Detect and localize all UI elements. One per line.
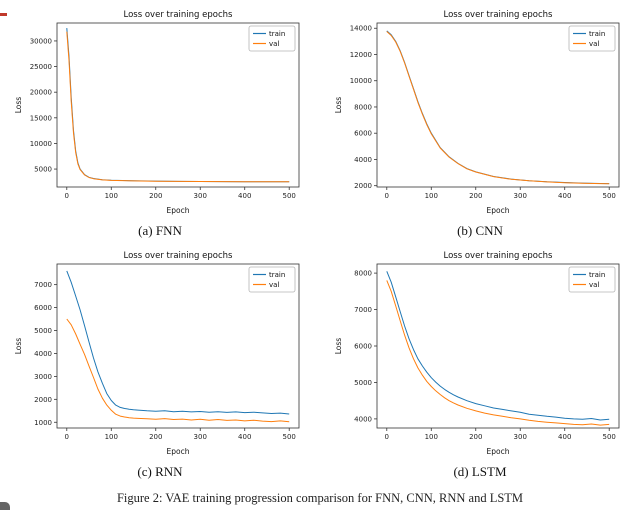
svg-text:Loss: Loss — [334, 97, 343, 114]
svg-text:7000: 7000 — [354, 306, 372, 314]
figure-caption: Figure 2: VAE training progression compa… — [116, 491, 524, 505]
svg-text:Loss over training epochs: Loss over training epochs — [124, 251, 234, 261]
svg-text:6000: 6000 — [34, 304, 52, 312]
svg-text:Loss over training epochs: Loss over training epochs — [444, 10, 554, 20]
loss-chart-svg-fnn: 0 100 200 300 400 500 5000 10000 15000 20000 25000… — [14, 10, 300, 215]
loss-chart-svg-cnn: 0 100 200 300 400 500 2000 4000 6000 8000 10000 120… — [334, 10, 620, 215]
svg-text:500: 500 — [283, 433, 296, 441]
svg-text:train: train — [589, 30, 605, 38]
subcaption-c: (c) RNN — [137, 464, 183, 479]
svg-text:0: 0 — [385, 433, 389, 441]
svg-text:val: val — [589, 40, 599, 48]
svg-text:200: 200 — [469, 433, 482, 441]
svg-text:train: train — [269, 271, 285, 279]
svg-text:5000: 5000 — [34, 327, 52, 335]
svg-text:Epoch: Epoch — [487, 206, 510, 215]
subcaption-a: (a) FNN — [138, 223, 182, 238]
svg-text:1000: 1000 — [34, 419, 52, 427]
svg-text:500: 500 — [603, 192, 616, 200]
svg-text:400: 400 — [558, 192, 571, 200]
svg-text:val: val — [269, 40, 279, 48]
svg-text:8000: 8000 — [354, 270, 372, 278]
subplot-cnn: 0 100 200 300 400 500 2000 4000 6000 8000 10000 120… — [320, 5, 640, 246]
svg-text:2000: 2000 — [354, 182, 372, 190]
svg-text:200: 200 — [149, 433, 162, 441]
svg-text:Epoch: Epoch — [487, 447, 510, 456]
svg-text:400: 400 — [238, 433, 251, 441]
loss-chart-fnn: 0 100 200 300 400 500 5000 10000 15000 20000 25000… — [11, 5, 309, 217]
svg-text:4000: 4000 — [354, 415, 372, 423]
svg-text:0: 0 — [65, 433, 69, 441]
svg-text:400: 400 — [238, 192, 251, 200]
svg-text:4000: 4000 — [34, 350, 52, 358]
svg-text:100: 100 — [105, 192, 118, 200]
svg-text:Loss: Loss — [334, 338, 343, 355]
svg-text:Epoch: Epoch — [167, 206, 190, 215]
svg-text:Loss: Loss — [14, 338, 23, 355]
svg-text:100: 100 — [425, 433, 438, 441]
svg-text:5000: 5000 — [34, 166, 52, 174]
svg-text:100: 100 — [425, 192, 438, 200]
subplot-fnn: 0 100 200 300 400 500 5000 10000 15000 20000 25000… — [0, 5, 320, 246]
svg-text:5000: 5000 — [354, 379, 372, 387]
svg-text:12000: 12000 — [350, 51, 372, 59]
svg-text:15000: 15000 — [30, 114, 52, 122]
svg-text:300: 300 — [194, 433, 207, 441]
subplot-lstm: 0 100 200 300 400 500 4000 5000 6000 7000 8000 Loss… — [320, 246, 640, 487]
svg-text:train: train — [589, 271, 605, 279]
svg-text:300: 300 — [514, 433, 527, 441]
svg-text:10000: 10000 — [30, 140, 52, 148]
svg-text:10000: 10000 — [350, 77, 372, 85]
loss-chart-svg-rnn: 0 100 200 300 400 500 1000 2000 3000 4000 5000 6000… — [14, 251, 300, 456]
margin-artifact-mark — [0, 13, 7, 16]
svg-text:val: val — [269, 281, 279, 289]
svg-text:30000: 30000 — [30, 37, 52, 45]
svg-text:7000: 7000 — [34, 281, 52, 289]
svg-text:Loss over training epochs: Loss over training epochs — [124, 10, 234, 20]
subcaption-b: (b) CNN — [457, 223, 503, 238]
svg-text:20000: 20000 — [30, 89, 52, 97]
svg-text:6000: 6000 — [354, 130, 372, 138]
svg-text:300: 300 — [194, 192, 207, 200]
loss-chart-cnn: 0 100 200 300 400 500 2000 4000 6000 8000 10000 120… — [331, 5, 629, 217]
svg-text:0: 0 — [385, 192, 389, 200]
svg-text:8000: 8000 — [354, 103, 372, 111]
loss-chart-rnn: 0 100 200 300 400 500 1000 2000 3000 4000 5000 6000… — [11, 246, 309, 458]
svg-text:400: 400 — [558, 433, 571, 441]
svg-text:6000: 6000 — [354, 343, 372, 351]
svg-text:200: 200 — [469, 192, 482, 200]
svg-text:14000: 14000 — [350, 25, 372, 33]
subcaption-d: (d) LSTM — [453, 464, 507, 479]
svg-text:3000: 3000 — [34, 373, 52, 381]
subplot-rnn: 0 100 200 300 400 500 1000 2000 3000 4000 5000 6000… — [0, 246, 320, 487]
svg-text:4000: 4000 — [354, 156, 372, 164]
svg-text:200: 200 — [149, 192, 162, 200]
svg-text:100: 100 — [105, 433, 118, 441]
svg-text:Epoch: Epoch — [167, 447, 190, 456]
corner-artifact-mark — [0, 502, 10, 510]
loss-chart-lstm: 0 100 200 300 400 500 4000 5000 6000 7000 8000 Loss… — [331, 246, 629, 458]
loss-chart-svg-lstm: 0 100 200 300 400 500 4000 5000 6000 7000 8000 Loss… — [334, 251, 620, 456]
svg-text:500: 500 — [283, 192, 296, 200]
svg-text:25000: 25000 — [30, 63, 52, 71]
svg-text:val: val — [589, 281, 599, 289]
svg-text:300: 300 — [514, 192, 527, 200]
svg-text:Loss over training epochs: Loss over training epochs — [444, 251, 554, 261]
svg-text:2000: 2000 — [34, 396, 52, 404]
svg-text:0: 0 — [65, 192, 69, 200]
subplot-grid: 0 100 200 300 400 500 5000 10000 15000 20000 25000… — [0, 5, 640, 487]
svg-text:Loss: Loss — [14, 97, 23, 114]
svg-text:train: train — [269, 30, 285, 38]
svg-text:500: 500 — [603, 433, 616, 441]
